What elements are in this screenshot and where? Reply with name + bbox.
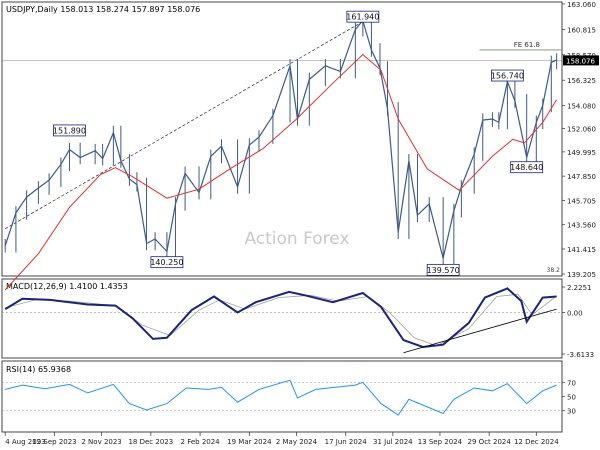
macd-line xyxy=(4,287,557,349)
price-tick-label: 139.205 xyxy=(567,271,596,279)
price-layer: FE 61.8 151.890 161.940 140.250 139.570 156.7… xyxy=(2,10,562,291)
price-annotation: 148.640 xyxy=(510,161,544,174)
price-panel xyxy=(1,1,563,277)
rsi-layer xyxy=(2,379,562,416)
price-tick-label: 152.060 xyxy=(567,126,596,134)
x-tick-label: 19 Mar 2024 xyxy=(227,438,272,446)
last-price-label: 158.076 xyxy=(566,57,595,65)
price-line xyxy=(4,19,557,259)
price-annotation: 161.940 xyxy=(346,10,380,23)
annotation-box xyxy=(490,69,524,82)
rsi-tick-label: 30 xyxy=(567,408,576,416)
annotation-box xyxy=(426,263,460,276)
x-tick-label: 13 Sep 2024 xyxy=(418,438,463,446)
annotation-box xyxy=(150,256,184,269)
price-tick-label: 156.325 xyxy=(567,77,596,85)
rsi-tick-label: 70 xyxy=(567,379,576,387)
annotation-label: 161.940 xyxy=(346,13,379,22)
annotation-label: 139.570 xyxy=(427,266,460,275)
last-price-box xyxy=(563,55,599,66)
annotation-box xyxy=(346,10,380,23)
x-tick-label: 2 Nov 2023 xyxy=(81,438,121,446)
price-tick-label: 160.815 xyxy=(567,26,596,34)
moving-average-line xyxy=(4,53,558,291)
annotation-label: 151.890 xyxy=(53,126,86,135)
symbol-header: USDJPY,Daily 158.013 158.274 157.897 158… xyxy=(6,5,200,14)
rsi-tick-label: 50 xyxy=(567,394,576,402)
macd-label: MACD(12,26,9) 1.4100 1.4353 xyxy=(6,282,128,291)
price-tick-label: 147.850 xyxy=(567,173,596,181)
annotation-label: 148.640 xyxy=(510,163,543,172)
macd-trendline xyxy=(403,308,557,354)
x-tick-label: 2 May 2024 xyxy=(276,438,318,446)
x-tick-label: 18 Dec 2023 xyxy=(128,438,173,446)
macd-layer xyxy=(2,287,562,354)
x-tick-label: 2 Feb 2024 xyxy=(181,438,221,446)
price-tick-label: 149.995 xyxy=(567,149,596,157)
price-annotation: 151.890 xyxy=(53,124,86,137)
x-tick-label: 17 Jun 2024 xyxy=(325,438,368,446)
annotation-label: 156.740 xyxy=(491,72,524,81)
macd-tick-label: -3.6133 xyxy=(567,351,594,359)
annotation-label: 140.250 xyxy=(150,258,183,267)
x-tick-label: 31 Jul 2024 xyxy=(373,438,413,446)
price-tick-label: 163.060 xyxy=(567,1,596,9)
fib-38-label: 38.2 xyxy=(547,267,561,274)
fe-label: FE 61.8 xyxy=(514,41,540,49)
macd-panel xyxy=(1,278,563,359)
watermark: Action Forex xyxy=(244,229,349,249)
dashed-trendline xyxy=(5,22,361,230)
annotation-box xyxy=(53,124,86,137)
x-tick-label: 4 Aug 2023 xyxy=(5,438,45,446)
x-tick-label: 29 Oct 2024 xyxy=(468,438,512,446)
price-tick-label: 154.080 xyxy=(567,103,596,111)
price-annotation: 140.250 xyxy=(150,256,184,269)
price-tick-label: 143.560 xyxy=(567,222,596,230)
rsi-line xyxy=(5,379,557,416)
price-annotation: 156.740 xyxy=(490,69,524,82)
axis-layer: 163.060160.815158.570156.325154.080152.0… xyxy=(4,1,599,446)
rsi-label: RSI(14) 65.9368 xyxy=(6,365,71,374)
price-annotation: 139.570 xyxy=(426,263,460,276)
price-tick-label: 145.705 xyxy=(567,197,596,205)
x-tick-label: 19 Sep 2023 xyxy=(32,438,76,446)
macd-tick-label: 0.00 xyxy=(567,310,583,318)
x-tick-label: 12 Dec 2024 xyxy=(514,438,559,446)
annotation-box xyxy=(510,161,544,174)
macd-tick-label: 2.2251 xyxy=(567,284,592,292)
price-tick-label: 141.415 xyxy=(567,246,596,254)
